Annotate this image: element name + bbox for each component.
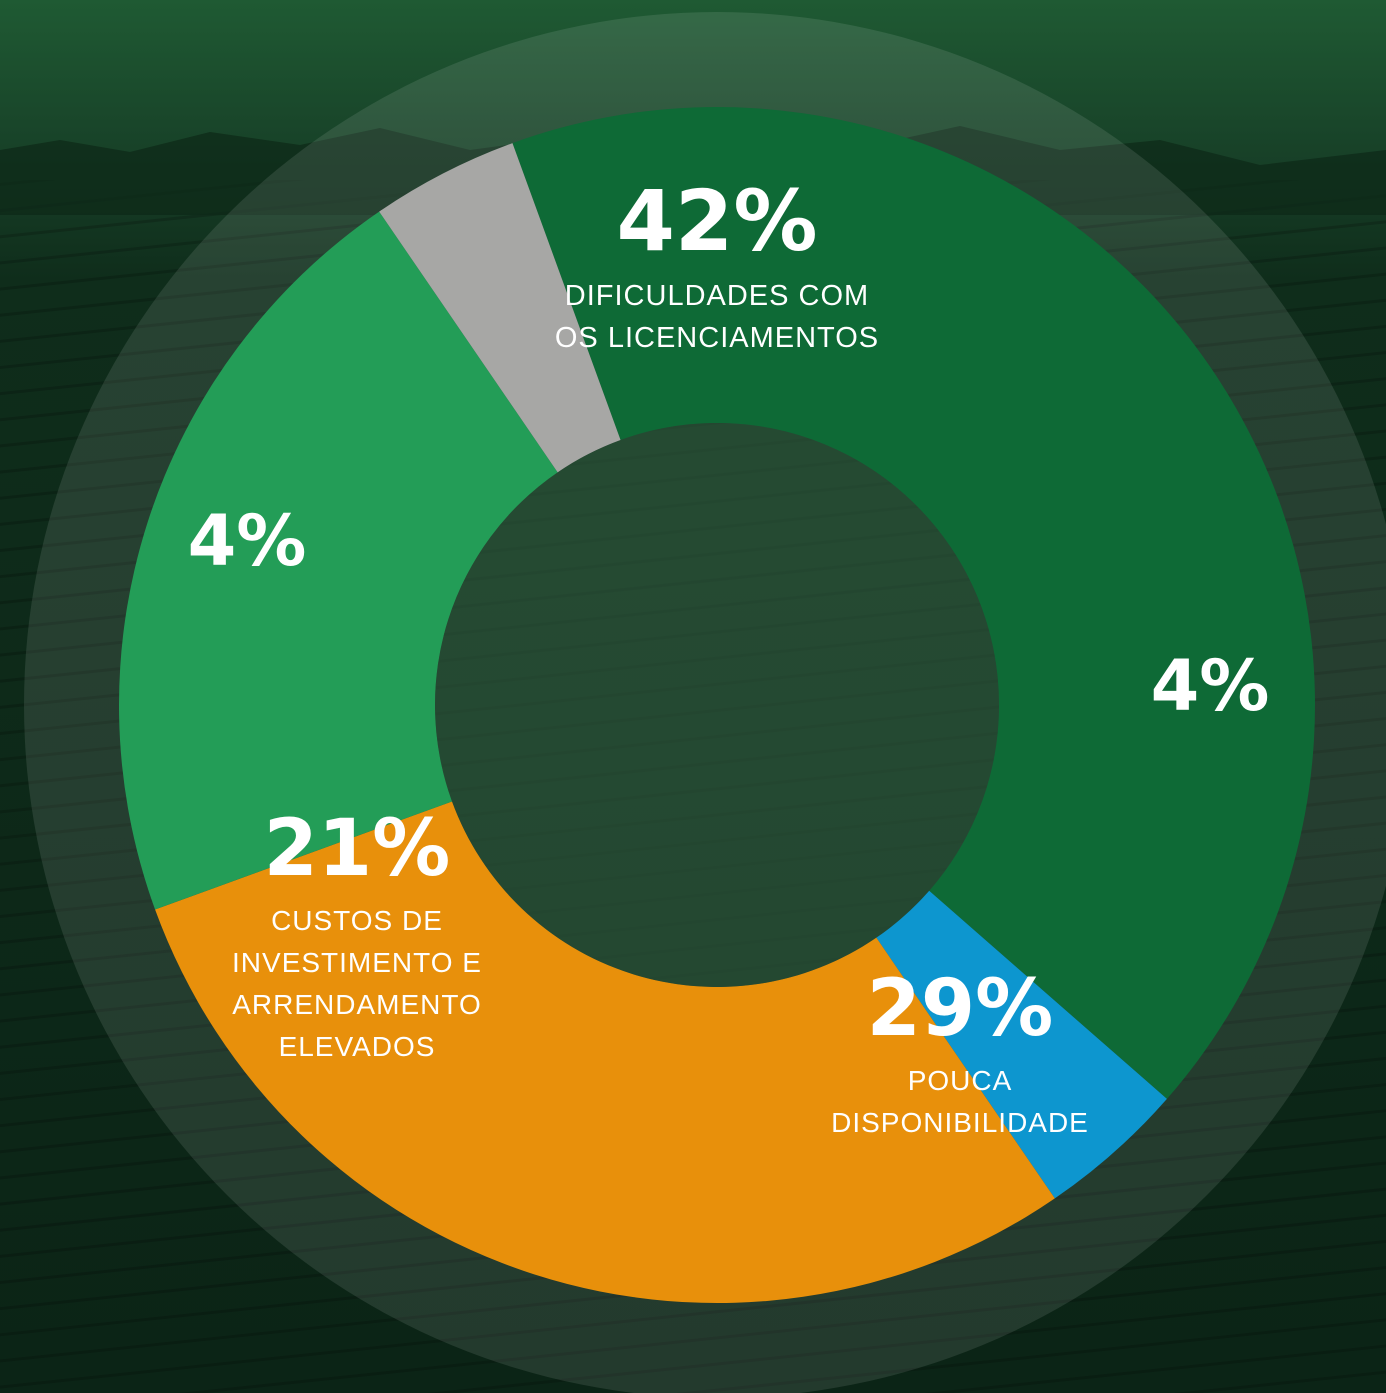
slice-category-label: ARRENDAMENTO [232, 989, 482, 1020]
donut-hole [435, 423, 999, 987]
slice-percent-label: 4% [1151, 645, 1270, 727]
slice-category-label: DISPONIBILIDADE [831, 1107, 1089, 1138]
slice-percent-label: 21% [264, 804, 451, 894]
slice-5 [379, 143, 621, 473]
donut-slices [118, 107, 1315, 1303]
slice-percent-label: 4% [188, 500, 307, 582]
slice-category-label: ELEVADOS [279, 1031, 436, 1062]
slice-1 [512, 107, 1315, 1099]
slice-percent-label: 29% [867, 964, 1054, 1054]
slice-3 [155, 801, 1055, 1303]
slice-category-label: DIFICULDADES COM [565, 280, 869, 312]
slice-2 [876, 890, 1167, 1199]
slice-category-label: OS LICENCIAMENTOS [555, 322, 879, 354]
slice-category-label: INVESTIMENTO E [232, 947, 482, 978]
slice-4 [118, 211, 558, 910]
slice-category-label: POUCA [908, 1065, 1013, 1096]
slice-percent-label: 42% [616, 172, 817, 270]
slice-labels: 42% DIFICULDADES COM OS LICENCIAMENTOS 4% 29… [188, 172, 1270, 1138]
slice-category-label: CUSTOS DE [271, 905, 443, 936]
